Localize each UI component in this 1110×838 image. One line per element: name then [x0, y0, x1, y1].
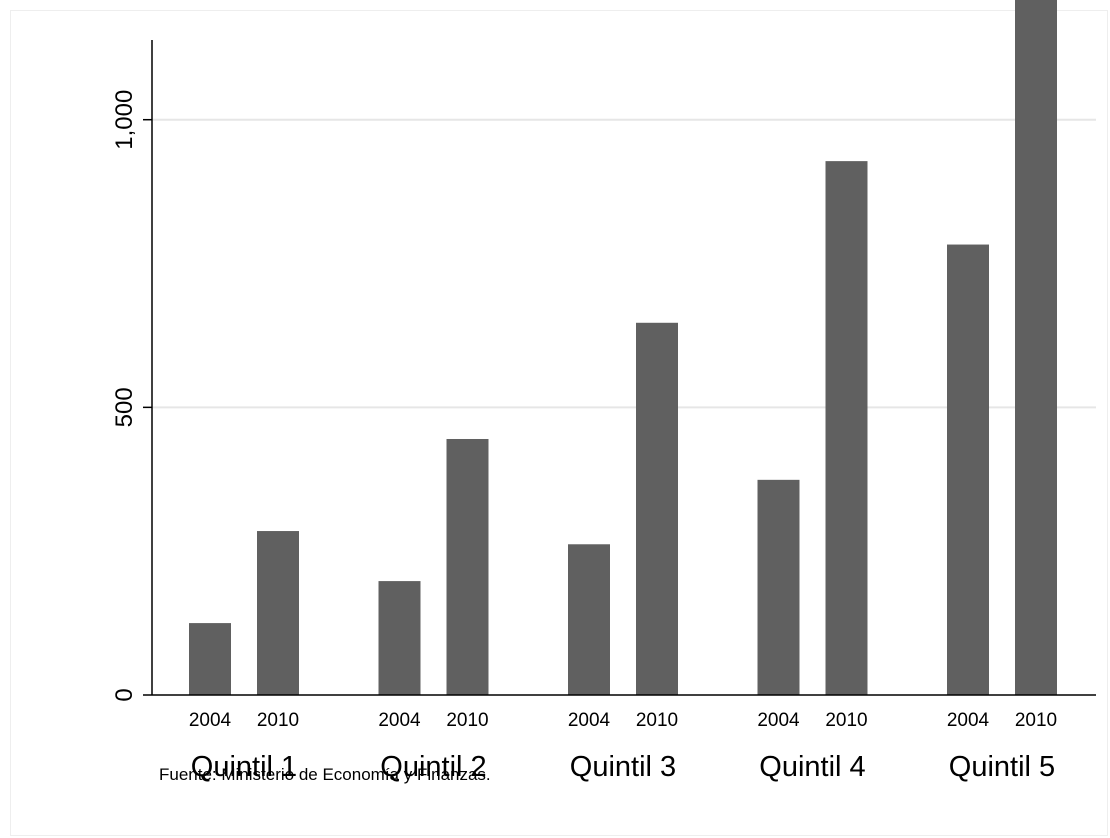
- subcategory-label: 2004: [947, 710, 990, 731]
- bar: [446, 438, 489, 695]
- subcategory-label: 2004: [189, 710, 232, 731]
- subcategory-label: 2010: [446, 710, 488, 731]
- bar: [189, 623, 231, 695]
- bar: [947, 244, 989, 695]
- bars: [189, 0, 1057, 696]
- bar: [257, 531, 299, 695]
- gridlines: [152, 118, 1096, 409]
- category-label: Quintil 1: [191, 751, 297, 783]
- chart-frame: [10, 10, 1108, 836]
- subcategory-label: 2004: [757, 710, 800, 731]
- bar: [1015, 0, 1057, 695]
- subcategory-label: 2004: [568, 710, 611, 731]
- y-tick-label: 500: [111, 387, 138, 427]
- category-label: Quintil 4: [759, 751, 865, 783]
- subcategory-label: 2010: [257, 710, 299, 731]
- bar: [378, 581, 421, 695]
- y-tick-label: 1,000: [111, 90, 138, 150]
- axes: [151, 40, 1096, 696]
- subcategory-label: 2004: [378, 710, 421, 731]
- category-label: Quintil 5: [949, 751, 1055, 783]
- category-label: Quintil 2: [380, 751, 486, 783]
- category-label: Quintil 3: [570, 751, 676, 783]
- subcategory-label: 2010: [636, 710, 678, 731]
- x-tick-labels: 2004 2010 Quintil 1 2004 2010 Quintil 2 2004 20…: [189, 710, 1057, 783]
- bar: [568, 544, 610, 695]
- source-note: Fuente: Ministerio de Economía y Finanza…: [159, 765, 491, 784]
- bar: [636, 322, 678, 695]
- bar: [825, 161, 868, 696]
- bar: [757, 479, 800, 695]
- subcategory-label: 2010: [825, 710, 867, 731]
- subcategory-label: 2010: [1015, 710, 1057, 731]
- y-tick-label: 0: [111, 688, 138, 701]
